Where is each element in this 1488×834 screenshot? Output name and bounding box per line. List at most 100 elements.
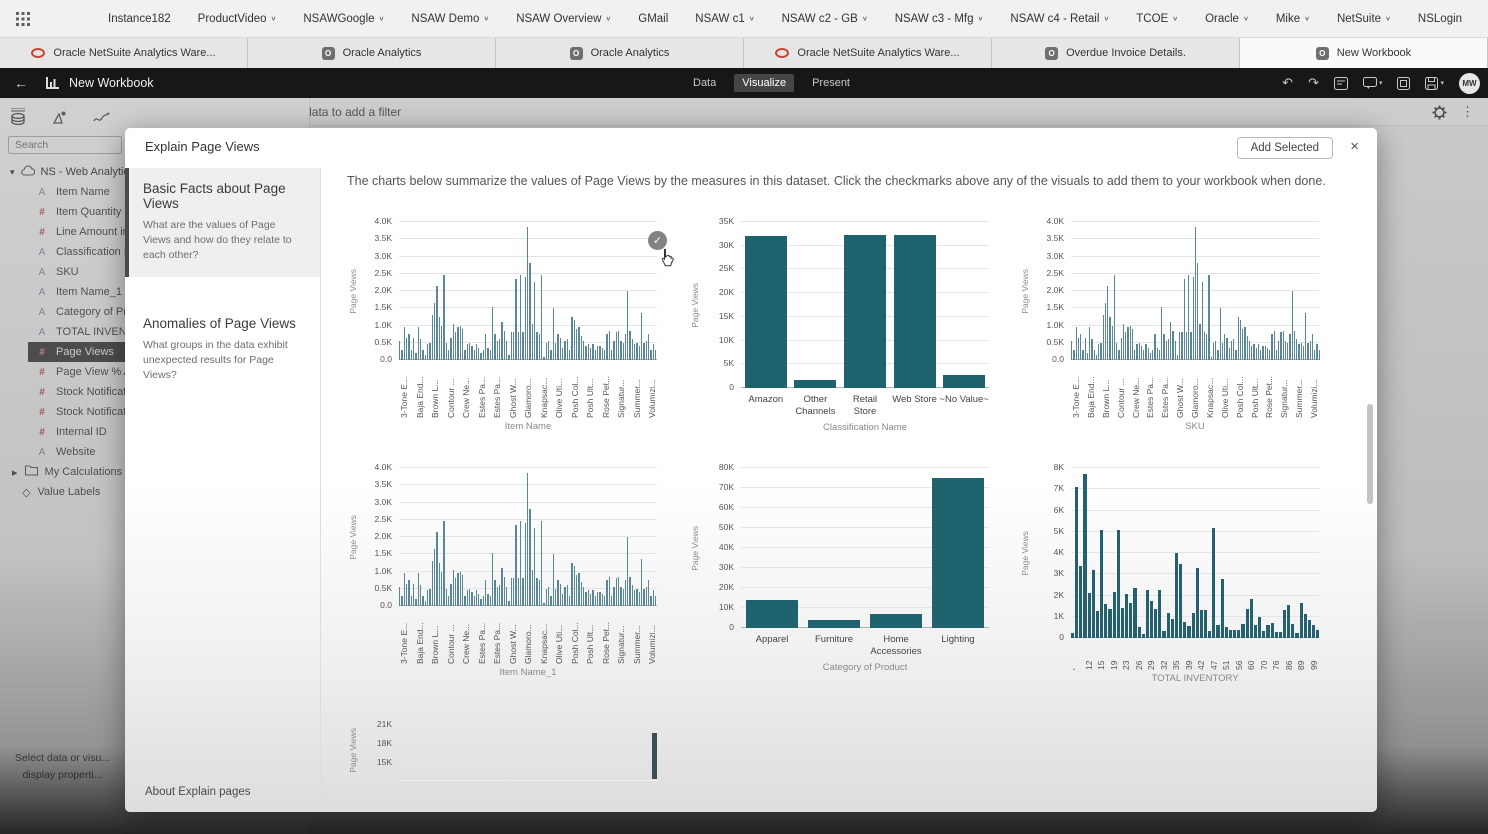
bar[interactable]: [1145, 590, 1149, 638]
bar[interactable]: [1166, 612, 1170, 638]
bar[interactable]: [550, 349, 552, 360]
bar[interactable]: [645, 341, 648, 360]
bar[interactable]: [1084, 337, 1086, 360]
bar[interactable]: [1244, 327, 1246, 360]
bar[interactable]: [503, 576, 506, 606]
bar[interactable]: [1228, 629, 1233, 638]
bar[interactable]: [1149, 353, 1151, 360]
bar[interactable]: [1226, 337, 1228, 360]
bar[interactable]: [1140, 346, 1142, 360]
bar[interactable]: [524, 523, 527, 606]
bar[interactable]: [610, 595, 613, 606]
bar[interactable]: [457, 573, 459, 606]
bar[interactable]: [1120, 337, 1122, 360]
bar[interactable]: [1257, 344, 1259, 360]
bar[interactable]: [613, 341, 615, 360]
bar[interactable]: [641, 313, 643, 360]
bar[interactable]: [1100, 342, 1102, 360]
bar[interactable]: [1311, 334, 1313, 360]
bar[interactable]: [932, 478, 984, 628]
bar[interactable]: [429, 342, 431, 360]
canvas-settings-icon[interactable]: [1432, 105, 1447, 120]
bar[interactable]: [1162, 630, 1166, 638]
bar[interactable]: [426, 344, 429, 360]
bar[interactable]: [431, 315, 433, 360]
bar[interactable]: [568, 349, 571, 360]
bar[interactable]: [1179, 332, 1181, 360]
bar[interactable]: [1287, 605, 1291, 638]
bar[interactable]: [545, 342, 547, 360]
bar[interactable]: [573, 566, 575, 606]
bar[interactable]: [1143, 349, 1145, 360]
bar[interactable]: [1134, 349, 1136, 360]
bar[interactable]: [554, 588, 557, 606]
bar[interactable]: [506, 587, 508, 606]
bar[interactable]: [1116, 529, 1120, 638]
mode-tab-data[interactable]: Data: [693, 77, 717, 89]
bar[interactable]: [1145, 344, 1147, 360]
bar[interactable]: [1149, 600, 1154, 638]
present-layout-button[interactable]: [1397, 76, 1411, 90]
bar[interactable]: [1174, 553, 1179, 638]
bookmark-mike[interactable]: Mike ∨: [1276, 13, 1310, 25]
browser-tab[interactable]: O New Workbook: [1240, 38, 1488, 68]
bar[interactable]: [464, 595, 466, 606]
bookmark-nsaw-c4-retail[interactable]: NSAW c4 - Retail ∨: [1010, 13, 1109, 25]
bar[interactable]: [410, 595, 412, 606]
bar[interactable]: [501, 322, 503, 360]
bar[interactable]: [943, 374, 986, 388]
bar[interactable]: [568, 595, 571, 606]
bar[interactable]: [1113, 275, 1115, 360]
bar[interactable]: [1154, 609, 1158, 638]
bar[interactable]: [622, 342, 624, 360]
bar[interactable]: [422, 349, 424, 360]
bar[interactable]: [580, 581, 582, 606]
bar[interactable]: [475, 344, 478, 360]
bar[interactable]: [1199, 323, 1201, 360]
bar[interactable]: [603, 349, 606, 360]
bar[interactable]: [1190, 332, 1192, 360]
bar[interactable]: [440, 571, 443, 606]
bar[interactable]: [1172, 330, 1174, 360]
bar[interactable]: [408, 580, 410, 606]
chart-page-views-by-category-of-product[interactable]: Page Views 0 10K 20K 30K 40K 50K 60K 70K 80K Appar…: [689, 462, 989, 673]
bar[interactable]: [1199, 610, 1203, 638]
bar[interactable]: [893, 234, 936, 388]
visualizations-panel-icon[interactable]: [52, 110, 67, 130]
bar[interactable]: [1141, 633, 1145, 638]
bar[interactable]: [443, 521, 445, 606]
bar[interactable]: [408, 334, 410, 360]
bar[interactable]: [480, 353, 482, 360]
bookmark-nsaw-overview[interactable]: NSAW Overview ∨: [516, 13, 611, 25]
bar[interactable]: [492, 306, 494, 360]
bar[interactable]: [1095, 611, 1100, 638]
bar[interactable]: [1071, 632, 1075, 638]
bar[interactable]: [494, 334, 496, 360]
bar[interactable]: [1237, 316, 1239, 360]
bar[interactable]: [870, 614, 922, 628]
bar[interactable]: [1253, 344, 1255, 360]
bar[interactable]: [643, 342, 645, 360]
back-button[interactable]: ←: [14, 75, 28, 91]
bar[interactable]: [610, 349, 613, 360]
bar[interactable]: [561, 593, 564, 606]
bar[interactable]: [1195, 567, 1199, 638]
bar[interactable]: [482, 595, 485, 606]
bar[interactable]: [403, 573, 405, 606]
bar[interactable]: [624, 334, 627, 360]
bar[interactable]: [1210, 356, 1212, 360]
bar[interactable]: [629, 576, 631, 606]
bar[interactable]: [510, 578, 513, 606]
bar[interactable]: [585, 592, 587, 606]
bar[interactable]: [575, 328, 578, 360]
bar[interactable]: [655, 349, 657, 360]
bar[interactable]: [559, 337, 561, 360]
bar[interactable]: [399, 341, 401, 360]
bar[interactable]: [485, 580, 487, 606]
bar[interactable]: [648, 580, 650, 606]
bar[interactable]: [513, 332, 515, 360]
bar[interactable]: [412, 583, 415, 606]
bar[interactable]: [1299, 602, 1303, 638]
bookmark-nslogin[interactable]: NSLogin: [1418, 13, 1462, 25]
bar[interactable]: [582, 341, 585, 360]
